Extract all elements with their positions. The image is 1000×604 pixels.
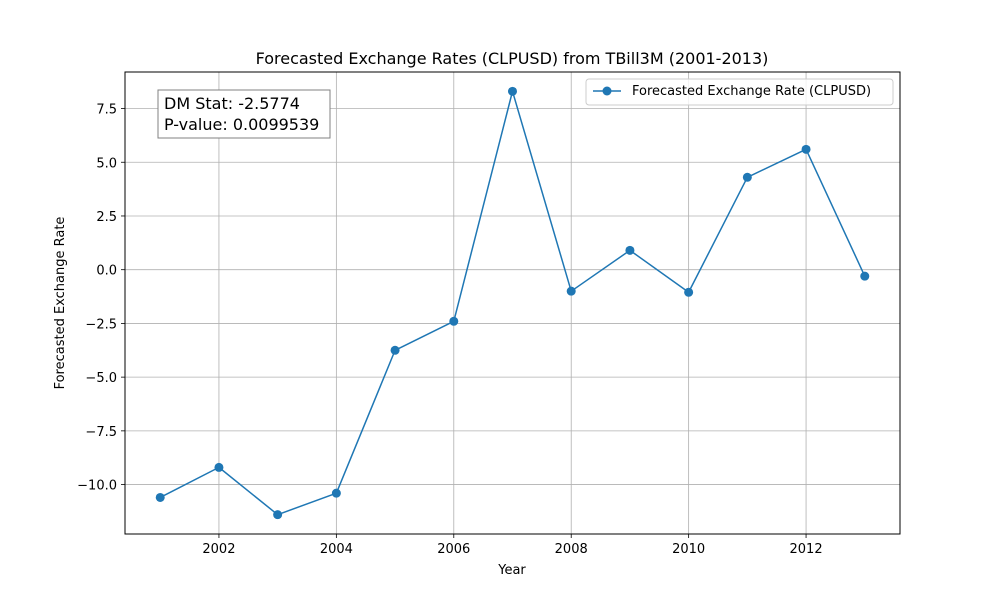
data-point-marker — [390, 345, 400, 355]
legend-marker-swatch — [602, 86, 612, 96]
data-point-marker — [331, 488, 341, 498]
y-tick-label: 7.5 — [96, 103, 117, 118]
x-tick-label: 2012 — [790, 542, 823, 557]
data-point-marker — [801, 144, 811, 154]
p-value-text: P-value: 0.0099539 — [164, 115, 319, 134]
legend-frame — [585, 78, 894, 106]
data-point-marker — [860, 271, 870, 281]
y-tick-label: 2.5 — [96, 210, 117, 225]
x-tick-label: 2004 — [320, 542, 353, 557]
data-point-marker — [625, 245, 635, 255]
y-tick-label: 5.0 — [96, 156, 117, 171]
data-point-marker — [155, 492, 165, 502]
y-tick-label: −7.5 — [85, 425, 117, 440]
data-point-marker — [742, 172, 752, 182]
x-tick-label: 2008 — [555, 542, 588, 557]
annotation-frame — [157, 89, 331, 139]
y-axis-label: Forecasted Exchange Rate — [53, 217, 68, 390]
x-tick-label: 2010 — [672, 542, 705, 557]
axis-ticks: 2002 2004 2006 2008 2010 2012 −10.0 −7.5 −5.0 −2.… — [77, 103, 822, 557]
legend-entry-label: Forecasted Exchange Rate (CLPUSD) — [632, 84, 871, 99]
data-point-marker — [684, 287, 694, 297]
x-axis-label: Year — [497, 563, 526, 578]
dm-stat-text: DM Stat: -2.5774 — [164, 94, 300, 113]
stats-annotation-box: DM Stat: -2.5774 P-value: 0.0099539 — [157, 89, 331, 139]
data-point-marker — [566, 286, 576, 296]
legend: Forecasted Exchange Rate (CLPUSD) — [585, 78, 894, 106]
grid-lines — [125, 72, 900, 534]
data-point-marker — [214, 462, 224, 472]
data-point-marker — [508, 86, 517, 96]
x-tick-label: 2006 — [437, 542, 470, 557]
plot-area-frame — [124, 71, 901, 535]
y-tick-label: −10.0 — [77, 479, 117, 494]
y-tick-label: −2.5 — [85, 317, 117, 332]
chart-title: Forecasted Exchange Rates (CLPUSD) from … — [256, 49, 769, 68]
x-tick-label: 2002 — [202, 542, 235, 557]
data-series — [155, 86, 870, 520]
y-tick-label: −5.0 — [85, 371, 117, 386]
y-tick-label: 0.0 — [96, 264, 117, 279]
data-point-marker — [449, 316, 459, 326]
data-point-marker — [273, 510, 283, 520]
